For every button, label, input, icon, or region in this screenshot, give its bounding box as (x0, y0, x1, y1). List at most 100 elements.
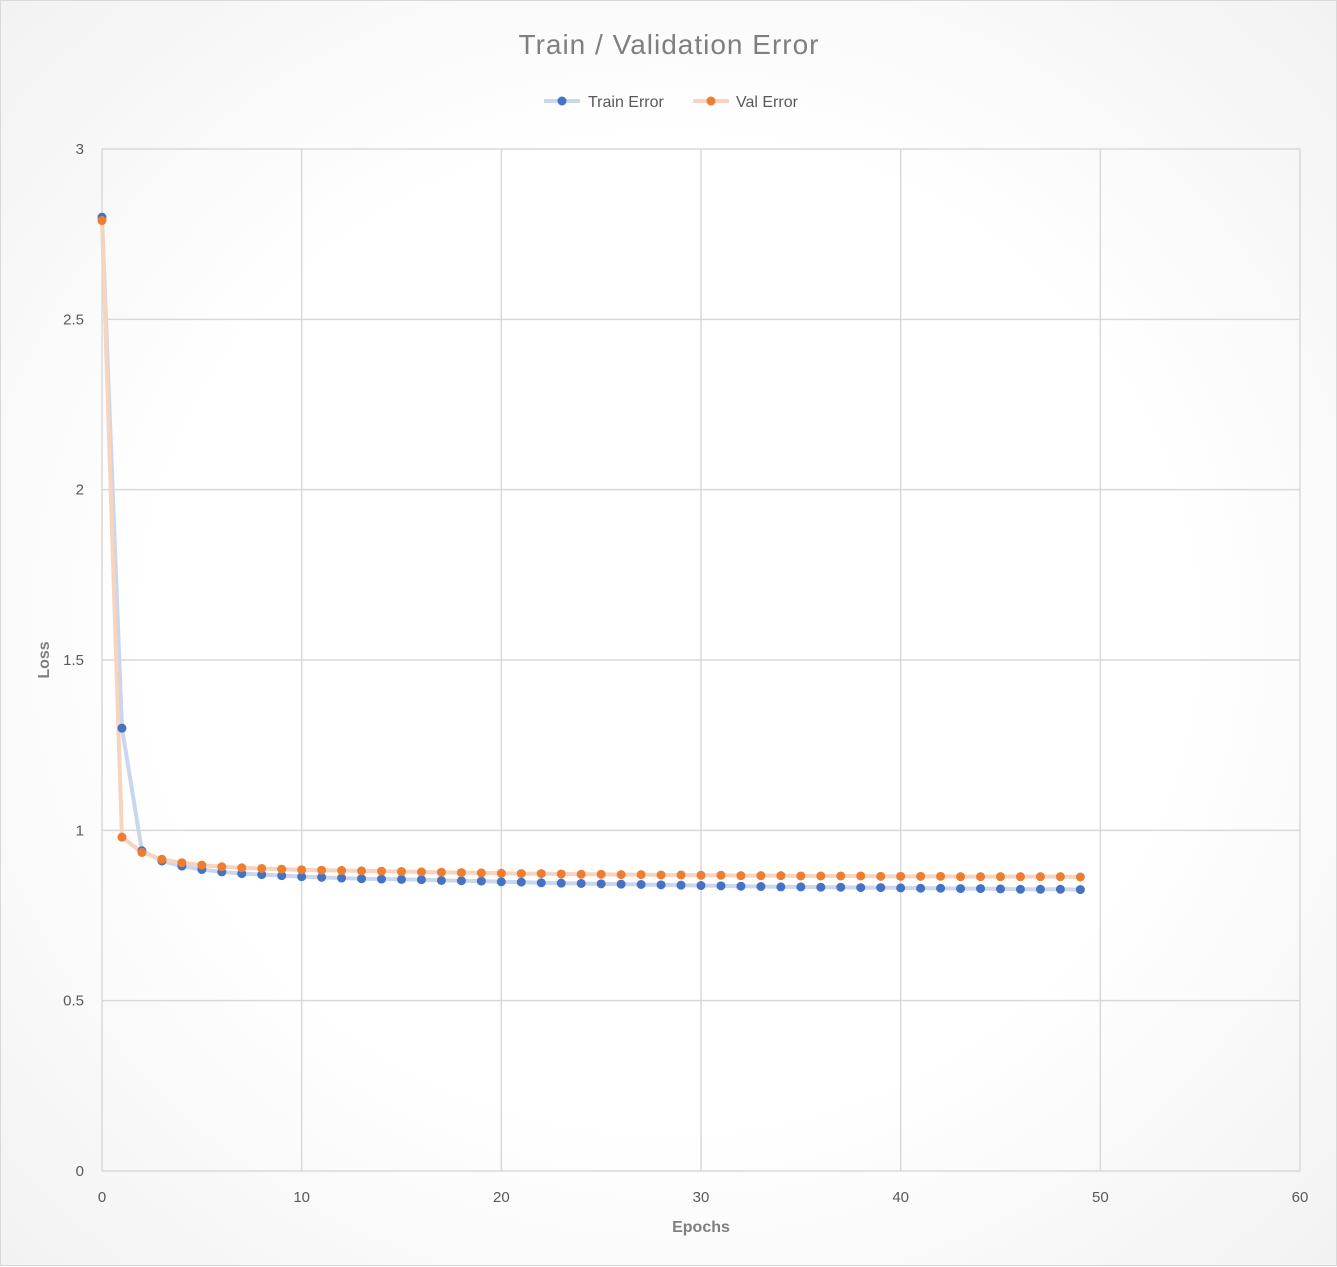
data-point (576, 869, 586, 879)
x-tick-label: 30 (693, 1189, 710, 1206)
y-tick-label: 2 (76, 482, 84, 499)
data-point (416, 867, 426, 877)
grid (101, 148, 1301, 1172)
data-point (317, 865, 327, 875)
data-point (297, 865, 307, 875)
data-point (277, 864, 287, 874)
data-point (556, 869, 566, 879)
data-point (956, 872, 966, 882)
data-point (636, 870, 646, 880)
x-tick-label: 0 (98, 1189, 106, 1206)
data-point (337, 873, 347, 883)
data-point (397, 867, 406, 877)
data-point (596, 879, 606, 889)
data-point (1015, 872, 1025, 882)
data-point (816, 882, 826, 892)
data-point (456, 876, 466, 886)
data-point (516, 877, 526, 887)
data-point (137, 847, 147, 857)
data-point (117, 723, 127, 733)
data-point (237, 863, 247, 873)
data-point (956, 884, 966, 894)
data-point (856, 871, 866, 881)
data-point (337, 866, 347, 876)
data-point (476, 876, 486, 886)
data-point (1035, 884, 1045, 894)
x-tick-label: 60 (1292, 1189, 1309, 1206)
data-point (656, 880, 666, 890)
data-point (436, 875, 446, 885)
series-layer (97, 212, 1085, 895)
data-point (796, 882, 806, 892)
data-point (277, 871, 287, 881)
data-point (996, 884, 1005, 894)
data-point (1035, 872, 1045, 882)
data-point (377, 874, 387, 884)
data-point (736, 881, 746, 891)
data-point (1075, 872, 1085, 882)
data-point (836, 882, 846, 892)
data-point (876, 871, 886, 881)
data-point (416, 875, 426, 885)
data-point (357, 874, 367, 884)
data-point (596, 869, 606, 879)
data-point (436, 867, 446, 877)
x-tick-label: 50 (1092, 1189, 1109, 1206)
legend-item: Val Error (693, 94, 799, 111)
data-point (896, 871, 906, 881)
y-axis-title: Loss (36, 641, 53, 678)
series-1-points (97, 216, 1085, 882)
data-point (836, 871, 846, 881)
data-point (916, 883, 926, 893)
data-point (696, 870, 706, 880)
data-point (756, 882, 766, 892)
legend-item: Train Error (544, 94, 665, 111)
series-0-points (97, 212, 1085, 895)
data-point (217, 862, 227, 872)
x-tick-label: 20 (493, 1189, 510, 1206)
data-point (616, 870, 626, 880)
data-point (516, 869, 526, 879)
data-point (496, 868, 506, 878)
data-point (197, 860, 207, 870)
data-point (117, 832, 127, 842)
legend-marker (706, 96, 716, 106)
data-point (636, 879, 646, 889)
y-tick-label: 2.5 (63, 311, 84, 328)
legend-marker (557, 96, 567, 106)
x-tick-label: 10 (293, 1189, 310, 1206)
data-point (976, 884, 986, 894)
data-point (696, 881, 706, 891)
data-point (756, 871, 766, 881)
data-point (576, 878, 586, 888)
data-point (377, 866, 387, 876)
y-tick-label: 3 (76, 141, 84, 158)
data-point (1075, 885, 1085, 895)
data-point (317, 872, 327, 882)
x-tick-label: 40 (892, 1189, 909, 1206)
chart-title: Train / Validation Error (519, 29, 820, 60)
data-point (776, 882, 786, 892)
tick-labels: 00.511.522.530 10 20 30 40 50 60 (63, 141, 1308, 1206)
data-point (716, 870, 726, 880)
data-point (716, 881, 726, 891)
data-point (536, 878, 546, 888)
data-point (556, 878, 566, 888)
legend-label: Val Error (736, 94, 799, 111)
data-point (776, 871, 786, 881)
y-tick-label: 0 (76, 1163, 84, 1180)
data-point (536, 869, 546, 879)
data-point (257, 863, 267, 873)
data-point (616, 879, 626, 889)
data-point (676, 870, 686, 880)
y-tick-label: 0.5 (63, 993, 84, 1010)
data-point (916, 871, 926, 881)
data-point (97, 216, 107, 226)
data-point (157, 854, 167, 864)
data-point (456, 868, 466, 878)
data-point (896, 883, 906, 893)
data-point (936, 871, 946, 881)
data-point (816, 871, 826, 881)
data-point (1055, 872, 1065, 882)
data-point (297, 872, 307, 882)
